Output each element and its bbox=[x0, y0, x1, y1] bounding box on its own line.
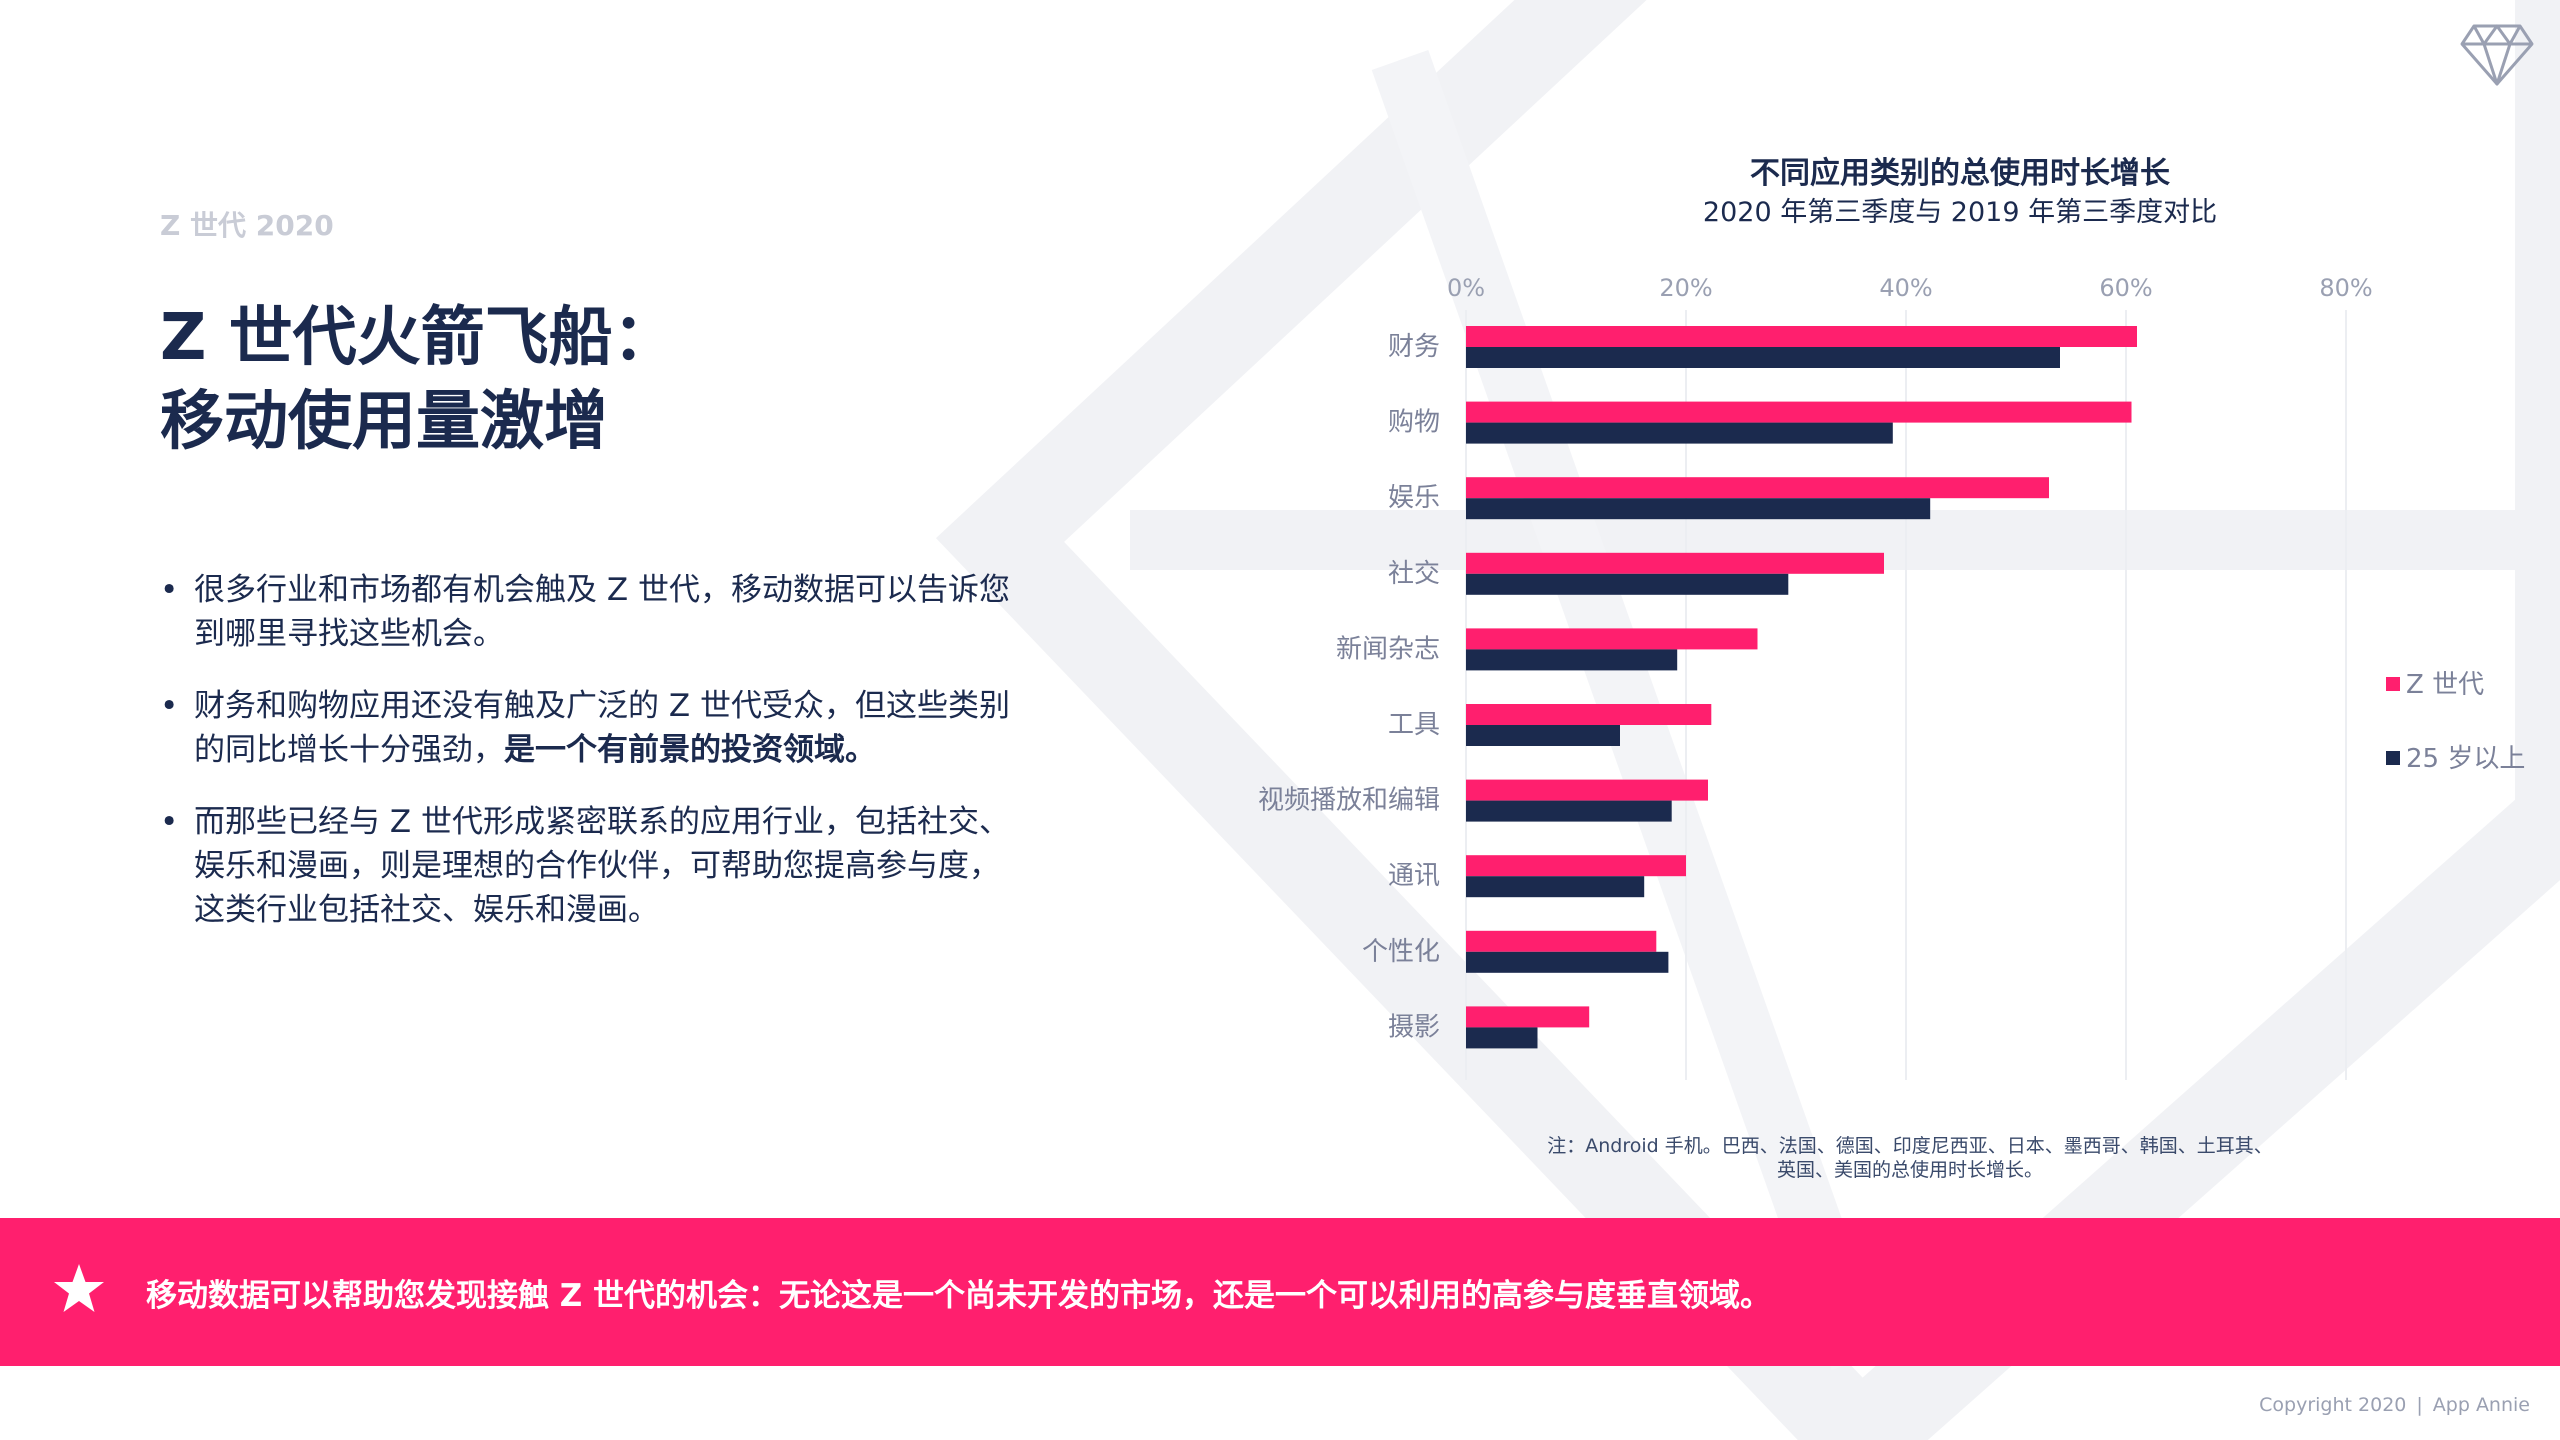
bullet-emphasis: 是一个有前景的投资领域。 bbox=[504, 732, 876, 768]
category-label: 通讯 bbox=[1388, 861, 1440, 891]
chart-subtitle: 2020 年第三季度与 2019 年第三季度对比 bbox=[1702, 197, 2218, 228]
bullet-item: 而那些已经与 Z 世代形成紧密联系的应用行业，包括社交、娱乐和漫画，则是理想的合… bbox=[160, 800, 1010, 932]
bar-gen-z bbox=[1466, 628, 1758, 650]
bar-over-25 bbox=[1466, 573, 1789, 595]
legend-label-gen-z: Z 世代 bbox=[2406, 670, 2485, 700]
bar-gen-z bbox=[1466, 855, 1686, 877]
bullet-list: 很多行业和市场都有机会触及 Z 世代，移动数据可以告诉您到哪里寻找这些机会。 财… bbox=[160, 568, 1010, 960]
bar-gen-z bbox=[1466, 779, 1708, 801]
chart-footnote-line-2: 英国、美国的总使用时长增长。 bbox=[1776, 1159, 2043, 1181]
category-label: 摄影 bbox=[1388, 1012, 1440, 1042]
banner-text: 移动数据可以帮助您发现接触 Z 世代的机会：无论这是一个尚未开发的市场，还是一个… bbox=[146, 1278, 1772, 1314]
page-title-line-2: 移动使用量激增 bbox=[160, 385, 608, 459]
section-eyebrow: Z 世代 2020 bbox=[160, 209, 334, 242]
bullet-text: 而那些已经与 Z 世代形成紧密联系的应用行业，包括社交、娱乐和漫画，则是理想的合… bbox=[194, 804, 1010, 928]
legend-item-over-25: 25 岁以上 bbox=[2386, 738, 2525, 775]
bar-over-25 bbox=[1466, 725, 1620, 746]
bar-over-25 bbox=[1466, 498, 1931, 520]
chart-title: 不同应用类别的总使用时长增长 bbox=[1750, 156, 2170, 191]
usage-growth-bar-chart: 0% 20% 40% 60% 80% 财务购物娱乐社交新闻杂志工具视频播放和编辑通讯个性化… bbox=[1258, 274, 2373, 1080]
legend-swatch-gen-z bbox=[2386, 677, 2400, 691]
copyright-text: Copyright 2020 bbox=[2259, 1394, 2407, 1416]
x-tick-label: 40% bbox=[1879, 274, 1932, 302]
category-label: 娱乐 bbox=[1388, 483, 1440, 513]
key-takeaway-banner: 移动数据可以帮助您发现接触 Z 世代的机会：无论这是一个尚未开发的市场，还是一个… bbox=[0, 1218, 2560, 1366]
diamond-logo-icon bbox=[2460, 24, 2534, 86]
bar-gen-z bbox=[1466, 1006, 1590, 1028]
chart-footnote: 注：Android 手机。巴西、法国、德国、印度尼西亚、日本、墨西哥、韩国、土耳… bbox=[1510, 1134, 2310, 1182]
bullet-item: 财务和购物应用还没有触及广泛的 Z 世代受众，但这些类别的同比增长十分强劲，是一… bbox=[160, 684, 1010, 772]
bar-gen-z bbox=[1466, 477, 2049, 499]
category-label: 视频播放和编辑 bbox=[1258, 786, 1440, 816]
bar-over-25 bbox=[1466, 1027, 1538, 1049]
page-title-line-1: Z 世代火箭飞船： bbox=[160, 301, 677, 375]
footer-copyright: Copyright 2020 | App Annie bbox=[2259, 1394, 2530, 1416]
x-tick-label: 0% bbox=[1447, 274, 1485, 302]
bar-over-25 bbox=[1466, 876, 1645, 898]
category-label: 社交 bbox=[1388, 559, 1440, 589]
star-icon bbox=[54, 1264, 104, 1312]
category-label: 购物 bbox=[1388, 408, 1440, 438]
bar-gen-z bbox=[1466, 930, 1657, 952]
category-label: 个性化 bbox=[1362, 937, 1440, 967]
x-tick-label: 80% bbox=[2319, 274, 2372, 302]
category-label: 财务 bbox=[1388, 332, 1440, 362]
bar-over-25 bbox=[1466, 422, 1893, 444]
page-title: Z 世代火箭飞船： 移动使用量激增 bbox=[160, 296, 677, 464]
x-tick-label: 60% bbox=[2099, 274, 2152, 302]
bar-over-25 bbox=[1466, 800, 1672, 822]
category-label: 新闻杂志 bbox=[1336, 634, 1440, 664]
footer-separator: | bbox=[2416, 1394, 2423, 1416]
brand-name: App Annie bbox=[2432, 1394, 2530, 1416]
bar-over-25 bbox=[1466, 649, 1678, 671]
bullet-text: 财务和购物应用还没有触及广泛的 Z 世代受众，但这些类别的同比增长十分强劲， bbox=[194, 688, 1010, 768]
bar-gen-z bbox=[1466, 326, 2137, 347]
bullet-text: 很多行业和市场都有机会触及 Z 世代，移动数据可以告诉您到哪里寻找这些机会。 bbox=[194, 572, 1010, 652]
bullet-item: 很多行业和市场都有机会触及 Z 世代，移动数据可以告诉您到哪里寻找这些机会。 bbox=[160, 568, 1010, 656]
legend-swatch-over-25 bbox=[2386, 751, 2400, 765]
x-tick-label: 20% bbox=[1659, 274, 1712, 302]
category-label: 工具 bbox=[1388, 710, 1440, 740]
legend-item-gen-z: Z 世代 bbox=[2386, 664, 2484, 701]
legend-label-over-25: 25 岁以上 bbox=[2406, 744, 2526, 774]
bar-over-25 bbox=[1466, 347, 2060, 368]
bar-gen-z bbox=[1466, 552, 1884, 574]
bar-gen-z bbox=[1466, 401, 2132, 423]
bar-gen-z bbox=[1466, 704, 1712, 725]
bar-over-25 bbox=[1466, 951, 1669, 973]
chart-footnote-line-1: 注：Android 手机。巴西、法国、德国、印度尼西亚、日本、墨西哥、韩国、土耳… bbox=[1547, 1135, 2273, 1157]
